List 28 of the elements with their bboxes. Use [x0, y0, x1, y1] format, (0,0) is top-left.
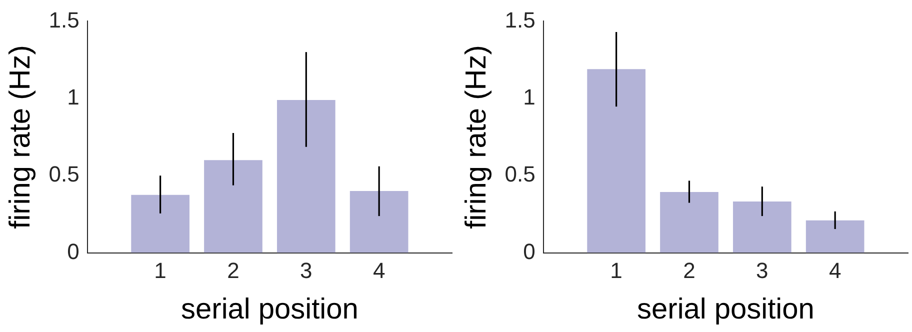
x-tick-label: 1 [610, 258, 622, 284]
bar [660, 192, 718, 253]
bar [806, 220, 864, 253]
x-axis-title: serial position [181, 294, 358, 326]
y-tick-label: 0 [67, 238, 80, 264]
y-tick-label: 1.5 [48, 7, 80, 32]
y-tick-label: 0.5 [504, 162, 536, 187]
x-tick-label: 2 [227, 258, 240, 284]
y-tick-label: 0.5 [48, 162, 80, 187]
y-tick-label: 0 [523, 238, 536, 264]
x-tick-label: 2 [683, 258, 696, 284]
x-tick-label: 1 [154, 258, 166, 284]
x-tick-label: 4 [828, 258, 842, 284]
bar [587, 69, 646, 253]
x-tick-label: 3 [300, 258, 312, 284]
y-tick-label: 1.5 [504, 7, 536, 32]
bar [131, 194, 190, 253]
x-tick-label: 4 [372, 258, 386, 284]
bar [204, 160, 262, 253]
bar [276, 100, 336, 253]
bar [732, 202, 792, 253]
y-tick-label: 1 [523, 84, 536, 110]
y-tick-label: 1 [67, 84, 80, 110]
y-axis-title: firing rate (Hz) [4, 45, 36, 229]
x-axis-title: serial position [637, 294, 814, 326]
bar [350, 191, 408, 253]
y-axis-title: firing rate (Hz) [460, 45, 492, 229]
x-tick-label: 3 [756, 258, 768, 284]
